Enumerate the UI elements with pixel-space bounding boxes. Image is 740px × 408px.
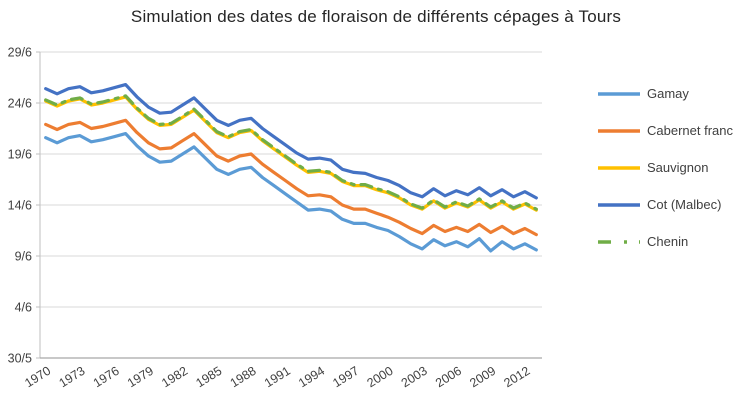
- legend-item-chenin: Chenin: [597, 223, 733, 260]
- x-tick-label: 2000: [365, 364, 396, 391]
- x-tick-label: 2003: [399, 364, 430, 391]
- series-line-gamay: [44, 132, 538, 253]
- legend-label: Sauvignon: [647, 160, 709, 175]
- legend-swatch-gamay-icon: [598, 91, 640, 96]
- x-tick-label: 2012: [501, 364, 532, 391]
- chart-title: Simulation des dates de floraison de dif…: [130, 7, 622, 26]
- legend-swatch-cabernet-franc-icon: [598, 128, 640, 133]
- x-tick-label: 1973: [57, 364, 88, 391]
- x-tick-label: 1982: [159, 364, 190, 391]
- series-line-cot-malbec: [44, 82, 538, 200]
- y-tick-label: 29/6: [8, 46, 32, 60]
- x-tick-label: 1988: [228, 364, 259, 391]
- x-tick-label: 2009: [467, 364, 498, 391]
- y-tick-label: 30/5: [8, 352, 32, 366]
- x-tick-label: 2006: [433, 364, 464, 391]
- y-tick-label: 9/6: [15, 250, 32, 264]
- y-tick-label: 24/6: [8, 97, 32, 111]
- legend-swatch-cot-malbec-icon: [598, 202, 640, 207]
- legend: Gamay Cabernet franc Sauvignon Cot (Malbec)…: [597, 75, 733, 260]
- x-tick-label: 1970: [22, 364, 53, 391]
- legend-label: Cot (Malbec): [647, 197, 722, 212]
- y-tick-label: 4/6: [15, 301, 32, 315]
- x-tick-label: 1991: [262, 364, 293, 391]
- legend-swatch-chenin-icon: [598, 239, 640, 244]
- series-line-chenin: [44, 94, 538, 211]
- x-tick-label: 1979: [125, 364, 156, 391]
- x-tick-label: 1994: [296, 364, 327, 391]
- legend-item-cabernet-franc: Cabernet franc: [597, 112, 733, 149]
- y-tick-label: 19/6: [8, 148, 32, 162]
- series-line-cabernet-franc: [44, 118, 538, 237]
- x-tick-label: 1997: [330, 364, 361, 391]
- legend-item-gamay: Gamay: [597, 75, 733, 112]
- x-tick-label: 1985: [193, 364, 224, 391]
- legend-label: Chenin: [647, 234, 689, 249]
- legend-label: Cabernet franc: [647, 123, 733, 138]
- y-tick-label: 14/6: [8, 199, 32, 213]
- legend-item-cot-malbec: Cot (Malbec): [597, 186, 733, 223]
- legend-item-sauvignon: Sauvignon: [597, 149, 733, 186]
- x-tick-label: 1976: [91, 364, 122, 391]
- legend-label: Gamay: [647, 86, 689, 101]
- legend-swatch-sauvignon-icon: [598, 165, 640, 170]
